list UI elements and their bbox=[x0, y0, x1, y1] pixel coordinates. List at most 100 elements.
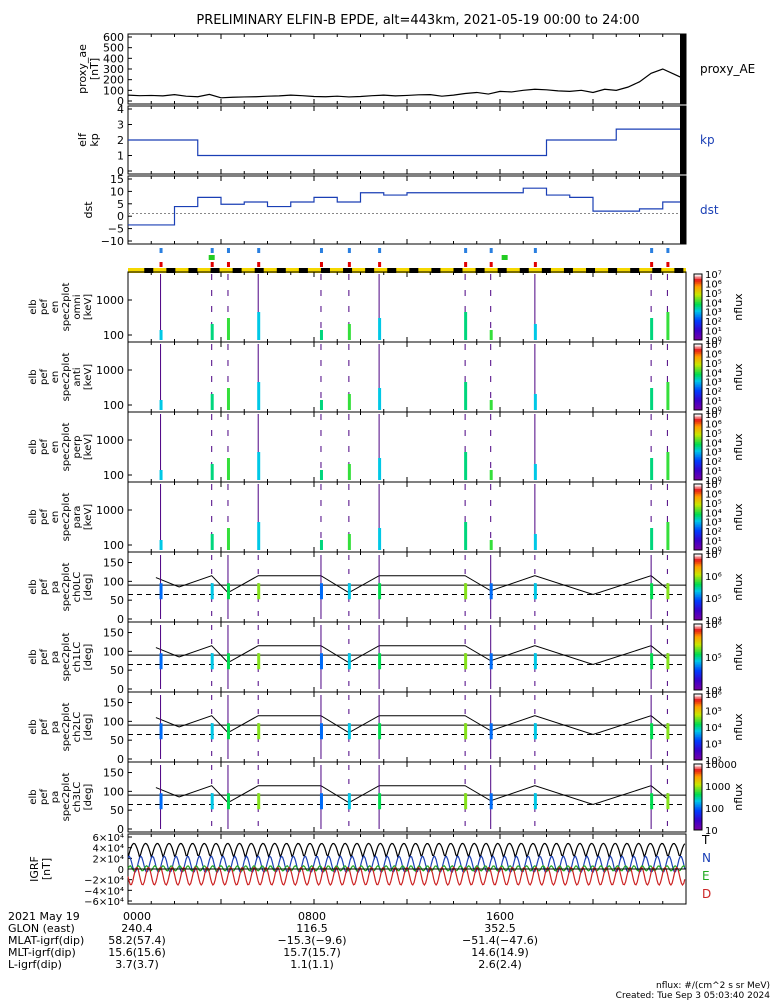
y-label-line: [keV] bbox=[83, 434, 94, 460]
colorbar-segment bbox=[694, 722, 702, 725]
colorbar-segment bbox=[694, 396, 702, 399]
colorbar-segment bbox=[694, 685, 702, 688]
colorbar-label: nflux bbox=[732, 503, 745, 531]
pass-flux bbox=[226, 458, 230, 480]
colorbar-segment bbox=[694, 333, 702, 336]
colorbar-segment bbox=[694, 338, 702, 341]
colorbar-segment bbox=[694, 277, 702, 280]
colorbar-segment bbox=[694, 535, 702, 538]
orbit-segment bbox=[365, 268, 375, 273]
panel-dst bbox=[127, 175, 687, 245]
y-axis-label: elb pef pa spec2plot ch3LC [deg] bbox=[28, 773, 94, 822]
colorbar-segment bbox=[694, 390, 702, 393]
y-label-line: pef bbox=[39, 789, 50, 806]
colorbar-segment bbox=[694, 403, 702, 406]
orbit-segment bbox=[563, 268, 573, 273]
colorbar-segment bbox=[694, 643, 702, 646]
colorbar-segment bbox=[694, 606, 702, 609]
colorbar-segment bbox=[694, 671, 702, 674]
colorbar-segment bbox=[694, 293, 702, 296]
pa-trace bbox=[155, 575, 668, 596]
colorbar-segment bbox=[694, 512, 702, 515]
colorbar-segment bbox=[694, 598, 702, 601]
y-label-line: elb bbox=[28, 579, 39, 594]
y-tick-label: 100 bbox=[103, 469, 124, 482]
pass-flux bbox=[226, 723, 230, 740]
colorbar-segment bbox=[694, 603, 702, 606]
colorbar-segment bbox=[694, 287, 702, 290]
colorbar-segment bbox=[694, 686, 702, 689]
footer-cell: 2.6(2.4) bbox=[478, 958, 522, 971]
orbit-segment bbox=[674, 268, 684, 273]
colorbar-segment bbox=[694, 300, 702, 303]
colorbar-segment bbox=[694, 515, 702, 518]
colorbar-segment bbox=[694, 503, 702, 506]
y-label-line: spec2plot bbox=[61, 563, 72, 612]
series-line-proxy_ae bbox=[127, 68, 687, 99]
colorbar-segment bbox=[694, 820, 702, 823]
colorbar-segment bbox=[694, 388, 702, 391]
colorbar-segment bbox=[694, 658, 702, 661]
footer-cell: 1.1(1.1) bbox=[290, 958, 334, 971]
colorbar-segment bbox=[694, 780, 702, 783]
colorbar-segment bbox=[694, 665, 702, 668]
pass-flux bbox=[159, 330, 163, 340]
pass-flux bbox=[319, 540, 323, 550]
pa-trace bbox=[155, 715, 668, 736]
pass-flux bbox=[226, 583, 230, 600]
colorbar-tick: 10⁴ bbox=[705, 508, 722, 519]
colorbar-segment bbox=[694, 546, 702, 549]
colorbar-segment bbox=[694, 673, 702, 676]
colorbar-segment bbox=[694, 648, 702, 651]
y-axis-label: elb pef en spec2plot anti [keV] bbox=[28, 353, 94, 402]
colorbar-segment bbox=[694, 430, 702, 433]
footer-cell: 240.4 bbox=[121, 922, 153, 935]
colorbar-segment bbox=[694, 668, 702, 671]
pass-flux bbox=[533, 394, 537, 410]
colorbar-segment bbox=[694, 331, 702, 334]
pass-flux bbox=[257, 382, 261, 410]
y-label-line: pa bbox=[50, 791, 61, 803]
pass-flux bbox=[666, 793, 670, 810]
colorbar-segment bbox=[694, 676, 702, 679]
colorbar-segment bbox=[694, 391, 702, 394]
edge-bar bbox=[680, 106, 686, 174]
colorbar-label: nflux bbox=[732, 363, 745, 391]
pass-flux bbox=[464, 452, 468, 480]
colorbar-segment bbox=[694, 767, 702, 770]
colorbar-segment bbox=[694, 567, 702, 570]
orbit-segment bbox=[431, 268, 441, 273]
pass-flux bbox=[378, 793, 382, 810]
y-tick-label: 0 bbox=[118, 865, 124, 876]
orbit-segment bbox=[586, 268, 596, 273]
pass-flux bbox=[533, 793, 537, 810]
y-axis-label: elb pef en spec2plot para [keV] bbox=[28, 493, 94, 542]
colorbar-segment bbox=[694, 712, 702, 715]
colorbar-segment bbox=[694, 736, 702, 740]
colorbar-segment bbox=[694, 624, 702, 627]
colorbar-label: nflux bbox=[732, 573, 745, 601]
colorbar-tick: 10⁶ bbox=[705, 620, 722, 631]
flag-mark bbox=[464, 262, 468, 267]
pass-flux bbox=[159, 470, 163, 480]
colorbar-segment bbox=[694, 800, 702, 803]
colorbar-segment bbox=[694, 307, 702, 310]
y-axis-label: proxy_ae [nT] bbox=[76, 44, 101, 94]
colorbar-segment bbox=[694, 335, 702, 338]
colorbar-segment bbox=[694, 282, 702, 285]
pass-flux bbox=[464, 653, 468, 670]
y-label-line: spec2plot bbox=[61, 353, 72, 402]
colorbar-segment bbox=[694, 478, 702, 481]
colorbar-tick: 10⁵ bbox=[705, 359, 722, 370]
colorbar-segment bbox=[694, 777, 702, 780]
y-tick-label: 400 bbox=[103, 52, 124, 65]
pass-flux bbox=[464, 723, 468, 740]
y-tick-label: 1000 bbox=[96, 364, 124, 377]
pass-flux bbox=[666, 583, 670, 600]
colorbar-segment bbox=[694, 398, 702, 401]
colorbar-segment bbox=[694, 661, 702, 665]
y-tick-label: 4×10⁴ bbox=[93, 844, 124, 855]
pass-flux bbox=[226, 528, 230, 550]
colorbar-segment bbox=[694, 507, 702, 510]
